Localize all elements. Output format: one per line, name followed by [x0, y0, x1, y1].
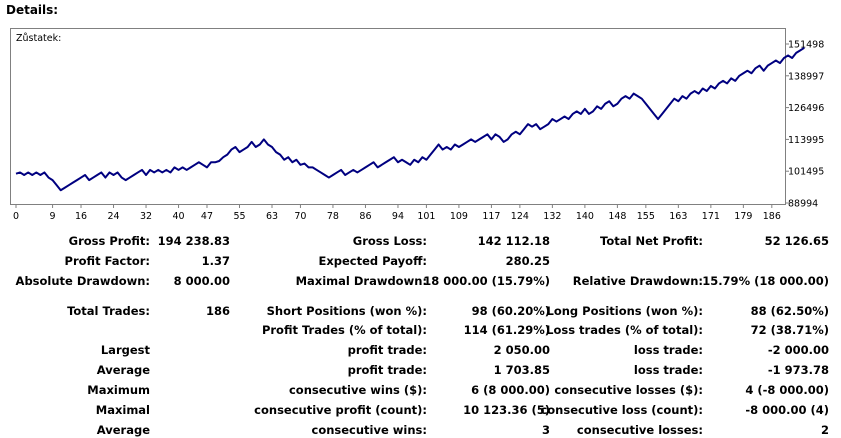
avg-cons-losses-value: 2 — [820, 423, 829, 437]
max-cons-wins-value: 6 (8 000.00) — [471, 383, 550, 397]
relative-drawdown-value: 15.79% (18 000.00) — [702, 274, 829, 288]
avg-cons-losses-label: consecutive losses: — [576, 423, 703, 437]
balance-line — [15, 46, 805, 192]
absolute-drawdown-value: 8 000.00 — [173, 274, 230, 288]
y-tick-label: 151498 — [788, 40, 824, 51]
short-positions-label: Short Positions (won %): — [266, 304, 427, 318]
largest-profit-label: profit trade: — [347, 343, 427, 357]
x-tick-label: 186 — [763, 211, 781, 222]
y-tick-label: 126496 — [788, 103, 824, 114]
x-tick-label: 78 — [327, 211, 339, 222]
x-tick-label: 47 — [201, 211, 213, 222]
x-tick-label: 70 — [294, 211, 306, 222]
gross-loss-label: Gross Loss: — [352, 234, 427, 248]
profit-trades-label: Profit Trades (% of total): — [261, 323, 427, 337]
avg-cons-wins-label: consecutive wins: — [311, 423, 428, 437]
max-cons-losses-label: consecutive losses ($): — [554, 383, 703, 397]
total-net-profit-label: Total Net Profit: — [600, 234, 703, 248]
total-net-profit-value: 52 126.65 — [764, 234, 829, 248]
maximal-drawdown-label: Maximal Drawdown: — [295, 274, 427, 288]
largest-label: Largest — [100, 343, 150, 357]
x-tick-label: 124 — [511, 211, 529, 222]
loss-trades-value: 72 (38.71%) — [750, 323, 829, 337]
total-trades-value: 186 — [205, 304, 230, 318]
maximal-cons-loss-value: -8 000.00 (4) — [745, 403, 829, 417]
x-tick-label: 155 — [637, 211, 655, 222]
profit-factor-value: 1.37 — [201, 254, 230, 268]
gross-profit-label: Gross Profit: — [68, 234, 150, 248]
x-tick-label: 55 — [233, 211, 245, 222]
average-profit-value: 1 703.85 — [493, 363, 550, 377]
absolute-drawdown-label: Absolute Drawdown: — [15, 274, 150, 288]
x-tick-label: 63 — [266, 211, 278, 222]
y-tick-label: 101495 — [788, 167, 824, 178]
expected-payoff-label: Expected Payoff: — [318, 254, 428, 268]
x-tick-label: 101 — [417, 211, 435, 222]
profit-factor-label: Profit Factor: — [64, 254, 150, 268]
maximal-cons-loss-label: consecutive loss (count): — [540, 403, 703, 417]
average-label: Average — [96, 363, 150, 377]
x-tick-label: 9 — [50, 211, 56, 222]
short-positions-value: 98 (60.20%) — [471, 304, 550, 318]
x-tick-label: 132 — [543, 211, 561, 222]
long-positions-label: Long Positions (won %): — [546, 304, 704, 318]
y-tick-label: 88994 — [788, 199, 818, 210]
largest-loss-value: -2 000.00 — [767, 343, 829, 357]
maximal-cons-profit-label: consecutive profit (count): — [254, 403, 427, 417]
x-tick-label: 24 — [107, 211, 119, 222]
x-tick-label: 16 — [75, 211, 87, 222]
x-tick-label: 179 — [734, 211, 752, 222]
x-tick-label: 32 — [140, 211, 152, 222]
profit-trades-value: 114 (61.29%) — [463, 323, 550, 337]
avg-cons-wins-value: 3 — [541, 423, 550, 437]
chart-frame — [10, 28, 786, 205]
largest-loss-label: loss trade: — [633, 343, 703, 357]
largest-profit-value: 2 050.00 — [493, 343, 550, 357]
gross-loss-value: 142 112.18 — [477, 234, 550, 248]
x-tick-label: 40 — [172, 211, 184, 222]
x-tick-label: 117 — [482, 211, 500, 222]
x-tick-label: 163 — [669, 211, 687, 222]
y-tick-label: 138997 — [788, 71, 824, 82]
x-tick-label: 0 — [13, 211, 19, 222]
chart-title: Zůstatek: — [16, 33, 61, 44]
relative-drawdown-label: Relative Drawdown: — [572, 274, 703, 288]
x-axis: 0 9 16 24 32 40 47 55 63 70 78 86 94 101 109 117 124 132 1… — [13, 204, 781, 222]
details-title: Details: — [6, 3, 59, 17]
x-tick-label: 148 — [608, 211, 626, 222]
average2-label: Average — [96, 423, 150, 437]
max-cons-wins-label: consecutive wins ($): — [288, 383, 427, 397]
average-loss-label: loss trade: — [633, 363, 703, 377]
long-positions-value: 88 (62.50%) — [750, 304, 829, 318]
average-loss-value: -1 973.78 — [767, 363, 829, 377]
x-tick-label: 171 — [702, 211, 720, 222]
loss-trades-label: Loss trades (% of total): — [546, 323, 703, 337]
expected-payoff-value: 280.25 — [505, 254, 550, 268]
maximal-drawdown-value: 18 000.00 (15.79%) — [423, 274, 550, 288]
x-tick-label: 94 — [392, 211, 404, 222]
max-cons-losses-value: 4 (-8 000.00) — [745, 383, 829, 397]
x-tick-label: 140 — [576, 211, 594, 222]
maximal-cons-profit-value: 10 123.36 (5) — [463, 403, 550, 417]
average-profit-label: profit trade: — [347, 363, 427, 377]
x-tick-label: 86 — [359, 211, 371, 222]
maximal-label: Maximal — [95, 403, 150, 417]
balance-chart: Zůstatek: 0 9 16 24 32 40 47 55 63 70 78 86 94 101 109… — [10, 28, 824, 222]
total-trades-label: Total Trades: — [67, 304, 150, 318]
y-axis: 88994 101495 113995 126496 138997 151498 — [785, 40, 824, 210]
gross-profit-value: 194 238.83 — [157, 234, 230, 248]
y-tick-label: 113995 — [788, 135, 824, 146]
maximum-label: Maximum — [87, 383, 150, 397]
x-tick-label: 109 — [450, 211, 468, 222]
